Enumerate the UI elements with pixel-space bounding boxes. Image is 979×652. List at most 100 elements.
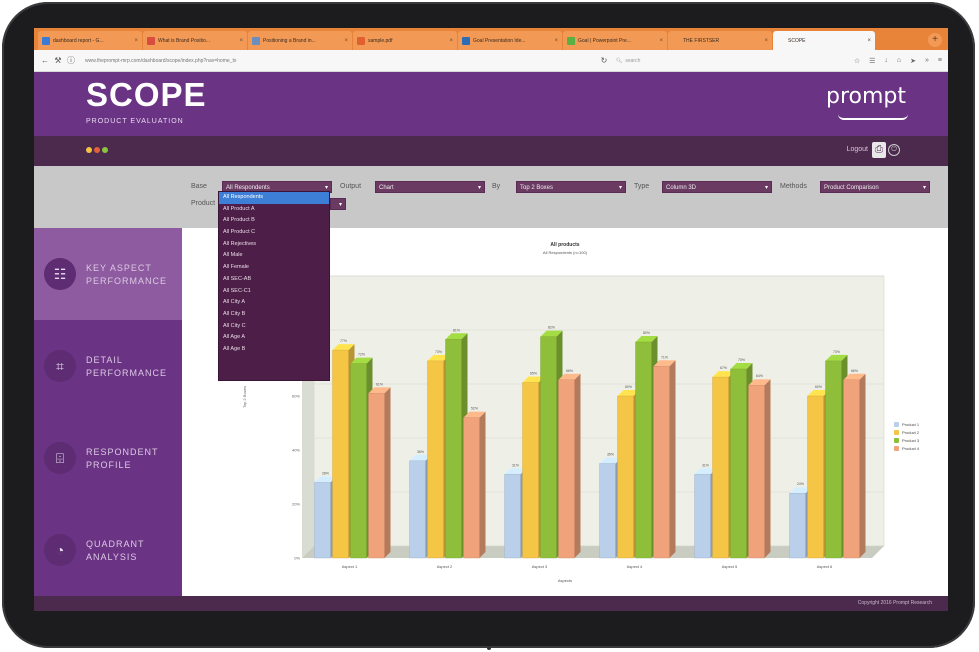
bar (617, 395, 634, 559)
tab-favicon-icon (357, 36, 365, 45)
dropdown-option[interactable]: All City A (223, 299, 246, 306)
methods-select[interactable]: Product Comparison ▾ (820, 181, 930, 193)
dropdown-option[interactable]: All Product A (223, 205, 255, 212)
browser-tab[interactable]: Positioning a Brand in... × (248, 31, 352, 50)
output-select[interactable]: Chart ▾ (375, 181, 485, 193)
tools-icon[interactable]: ⚒ (54, 56, 62, 65)
bar-top (599, 457, 622, 464)
bar (843, 379, 860, 559)
legend-item[interactable]: Product 2 (894, 428, 948, 436)
bar-top (522, 376, 545, 383)
base-label: Base (191, 183, 207, 190)
browser-tab[interactable]: sample.pdf × (353, 31, 457, 50)
close-icon[interactable]: × (344, 37, 348, 44)
dropdown-option[interactable]: All Product C (223, 229, 256, 236)
browser-search-input[interactable]: 🔍︎ search (612, 54, 742, 68)
logout-label[interactable]: Logout (846, 146, 868, 153)
dropdown-option[interactable]: All SEC-AB (223, 275, 252, 282)
tab-label: Goal | Powerpoint Pre... (578, 37, 631, 44)
browser-navbar: ← ⚒ ⓘ www.theprompt-mrp.com/dashboard/sc… (34, 50, 948, 72)
home-icon[interactable]: ⌂ (896, 56, 902, 64)
url-bar[interactable]: www.theprompt-mrp.com/dashboard/scope/in… (85, 57, 237, 64)
dropdown-option[interactable]: All SEC-C1 (223, 287, 251, 294)
close-icon[interactable]: × (659, 37, 663, 44)
close-icon[interactable]: × (554, 37, 558, 44)
bar-top (332, 344, 355, 351)
close-icon[interactable]: × (239, 37, 243, 44)
bar (314, 482, 331, 559)
bookmark-star-icon[interactable]: ☆ (853, 57, 861, 65)
browser-tab[interactable]: dashboard report - G... × (38, 31, 142, 50)
product-select[interactable]: ▾ (330, 198, 346, 210)
browser-tab[interactable]: SCOPE × (773, 31, 875, 50)
column-3d-chart: 0%20%40%60%80%100%28%77%72%61%Aspect 136… (290, 275, 885, 569)
reload-icon[interactable]: ↻ (600, 56, 608, 65)
y-tick-label: 20% (292, 502, 300, 507)
browser-tab[interactable]: THE FIRSTSER × (668, 31, 772, 50)
legend-item[interactable]: Product 1 (894, 420, 948, 428)
bar-top (617, 390, 640, 396)
back-icon[interactable]: ← (41, 56, 49, 65)
sidebar-item-key-aspect-performance[interactable]: ☷ KEY ASPECT PERFORMANCE (34, 228, 182, 320)
tab-favicon-icon (777, 36, 785, 45)
pie-chart-icon: ◔ (44, 534, 76, 566)
legend-swatch (894, 437, 899, 443)
dropdown-option[interactable]: All Male (223, 252, 243, 259)
download-icon[interactable]: ↓ (884, 56, 888, 64)
close-icon[interactable]: × (867, 37, 871, 44)
output-select-value: Chart (379, 185, 394, 191)
bar-top (712, 371, 735, 378)
dropdown-option[interactable]: All Age A (223, 334, 246, 341)
status-dot (102, 147, 108, 153)
send-icon[interactable]: ➤ (910, 57, 916, 65)
bar-top (694, 468, 717, 475)
bar (332, 349, 349, 559)
bar-top (807, 390, 830, 396)
bar-data-label: 31% (512, 463, 519, 467)
dropdown-option[interactable]: All City C (223, 322, 246, 329)
bar-top (368, 387, 391, 394)
chart-legend: Product 1 Product 2 Product 3 Product 4 (894, 420, 948, 452)
bar-top (558, 373, 581, 380)
close-icon[interactable]: × (449, 37, 453, 44)
bar-top (504, 468, 527, 475)
brand-logo: prompt (825, 84, 906, 109)
dropdown-option[interactable]: All Respondents (219, 192, 329, 204)
dropdown-option[interactable]: All Age B (223, 345, 246, 352)
logout-icon[interactable]: ⎙ (872, 142, 886, 158)
by-select[interactable]: Top 2 Boxes ▾ (516, 181, 626, 193)
reading-list-icon[interactable]: ☰ (869, 57, 876, 65)
power-icon[interactable]: ⏻ (888, 144, 900, 156)
bar-data-label: 71% (661, 355, 668, 359)
overflow-icon[interactable]: » (925, 56, 929, 64)
bar (789, 493, 806, 559)
browser-tab-strip: dashboard report - G... × What is Brand Po… (34, 28, 948, 50)
type-select[interactable]: Column 3D ▾ (662, 181, 772, 193)
browser-tab[interactable]: Goal | Powerpoint Pre... × (563, 31, 667, 50)
bar-data-label: 67% (720, 366, 727, 370)
close-icon[interactable]: × (134, 37, 138, 44)
bar-data-label: 73% (435, 350, 442, 354)
sidebar-item-detail-performance[interactable]: ⌗ DETAIL PERFORMANCE (34, 320, 182, 412)
menu-icon[interactable]: ≡ (937, 56, 942, 64)
close-icon[interactable]: × (764, 37, 768, 44)
bar (368, 393, 385, 559)
sidebar-item-respondent-profile[interactable]: ⌹ RESPONDENT PROFILE (34, 412, 182, 504)
browser-tab[interactable]: Goal Presentation Ide... × (458, 31, 562, 50)
new-tab-button[interactable]: + (928, 33, 942, 47)
dropdown-option[interactable]: All City B (223, 310, 246, 317)
dropdown-option[interactable]: All Product B (223, 217, 255, 224)
bar (694, 474, 711, 559)
legend-item[interactable]: Product 3 (894, 436, 948, 444)
dropdown-option[interactable]: All Female (223, 264, 249, 271)
tablet-home-indicator (487, 646, 491, 650)
dropdown-option[interactable]: All Rejectives (223, 240, 257, 247)
info-icon[interactable]: ⓘ (67, 56, 75, 65)
tab-favicon-icon (672, 36, 680, 45)
by-select-value: Top 2 Boxes (520, 185, 554, 191)
browser-tab[interactable]: What is Brand Positio... × (143, 31, 247, 50)
sidebar-item-quadrant-analysis[interactable]: ◔ QUADRANT ANALYSIS (34, 504, 182, 596)
filter-bar: Base All Respondents ▾ Output Chart ▾ By… (34, 166, 948, 228)
legend-item[interactable]: Product 4 (894, 444, 948, 452)
sidebar: ☷ KEY ASPECT PERFORMANCE ⌗ DETAIL PERFORMA… (34, 228, 182, 596)
